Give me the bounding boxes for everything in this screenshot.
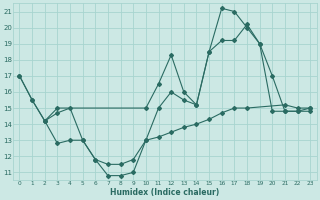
X-axis label: Humidex (Indice chaleur): Humidex (Indice chaleur) [110,188,220,197]
